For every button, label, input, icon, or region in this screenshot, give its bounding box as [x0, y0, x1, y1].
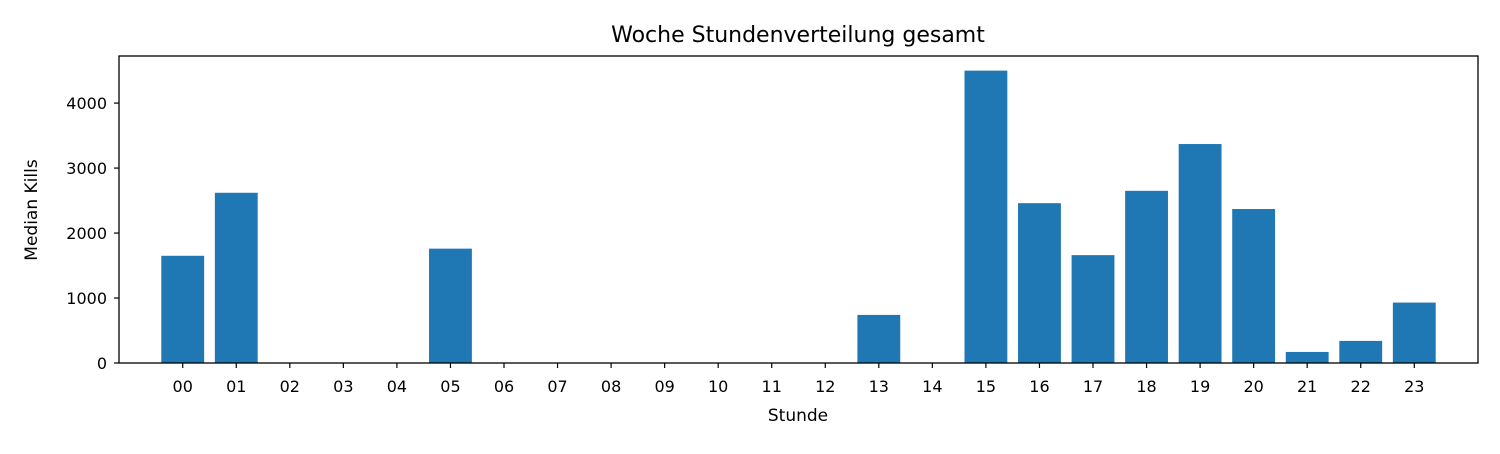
- chart-title: Woche Stundenverteilung gesamt: [611, 23, 985, 48]
- y-axis-ticks: 0 1000 2000 3000 4000: [66, 94, 119, 373]
- x-tick-label: 18: [1136, 377, 1156, 396]
- bar-16: [1018, 203, 1061, 363]
- x-axis-label: Stunde: [768, 406, 828, 426]
- x-tick-label: 10: [708, 377, 728, 396]
- x-tick-label: 22: [1351, 377, 1371, 396]
- x-tick-label: 20: [1243, 377, 1263, 396]
- x-tick-label: 12: [815, 377, 835, 396]
- x-tick-label: 21: [1297, 377, 1317, 396]
- bar-21: [1285, 351, 1329, 363]
- bar-22: [1339, 340, 1383, 363]
- bar-00: [161, 255, 205, 363]
- x-tick-label: 09: [654, 377, 674, 396]
- y-tick-label: 0: [97, 354, 107, 373]
- y-tick-label: 2000: [66, 224, 107, 243]
- x-tick-label: 01: [226, 377, 246, 396]
- x-tick-label: 07: [547, 377, 567, 396]
- x-tick-label: 15: [976, 377, 996, 396]
- x-tick-label: 23: [1404, 377, 1424, 396]
- y-axis-label: Median Kills: [22, 159, 42, 261]
- y-tick-label: 4000: [66, 94, 107, 113]
- x-tick-label: 19: [1190, 377, 1210, 396]
- bar-05: [429, 248, 472, 363]
- y-tick-label: 1000: [66, 289, 107, 308]
- bar-18: [1125, 190, 1168, 363]
- bar-17: [1071, 255, 1115, 363]
- x-tick-label: 08: [601, 377, 621, 396]
- y-tick-label: 3000: [66, 159, 107, 178]
- plot-frame: [118, 55, 1479, 364]
- x-tick-label: 17: [1083, 377, 1103, 396]
- x-tick-label: 13: [869, 377, 889, 396]
- x-tick-label: 00: [173, 377, 193, 396]
- bars-group: [161, 70, 1436, 364]
- x-tick-label: 06: [494, 377, 514, 396]
- bar-01: [214, 192, 258, 363]
- bar-13: [857, 314, 901, 363]
- bar-15: [964, 70, 1008, 364]
- x-axis-ticks: 00 01 02 03 04 05 06 07 08 09 10 11 12 13 14 15 16 17 18 19…: [173, 363, 1424, 396]
- bar-23: [1392, 302, 1436, 363]
- bar-19: [1178, 144, 1222, 363]
- x-tick-label: 16: [1029, 377, 1049, 396]
- x-tick-label: 05: [440, 377, 460, 396]
- x-tick-label: 11: [762, 377, 782, 396]
- x-tick-label: 14: [922, 377, 942, 396]
- x-tick-label: 04: [387, 377, 407, 396]
- bar-20: [1232, 209, 1276, 363]
- x-tick-label: 03: [333, 377, 353, 396]
- x-tick-label: 02: [280, 377, 300, 396]
